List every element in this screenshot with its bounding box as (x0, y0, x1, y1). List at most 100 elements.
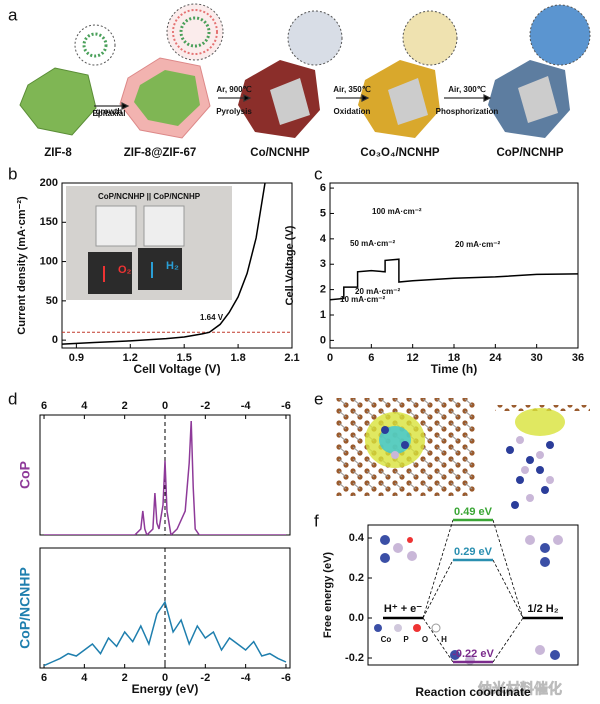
atom-legend-label: Co (381, 635, 392, 644)
x-axis-label: Time (h) (431, 362, 477, 376)
step-label: Pyrolysis (216, 107, 252, 116)
data-line (62, 183, 266, 345)
connector (492, 617, 524, 663)
panel-label: b (8, 164, 17, 183)
value-label: 0.29 eV (454, 546, 493, 558)
scheme-art (19, 3, 591, 139)
annotation: 1.64 V (200, 313, 224, 322)
panel-label: a (8, 5, 18, 24)
atom-legend-label: H (441, 635, 447, 644)
step-label: Epitaxial (93, 109, 126, 118)
state-label: 1/2 H₂ (527, 603, 558, 615)
y-tick-label: 1 (320, 309, 326, 321)
step-label: Ar, 900℃ (216, 85, 251, 94)
x-tick-label: 6 (41, 672, 47, 684)
x-tick-label: 12 (407, 352, 419, 364)
x-tick-label: 1.2 (123, 352, 138, 364)
y-tick-label: 0.0 (349, 612, 364, 624)
plot-frame (61, 182, 293, 349)
connector (492, 559, 524, 619)
inset-label: H₂ (166, 260, 179, 272)
data-line (330, 258, 578, 301)
panel-label: e (314, 389, 323, 408)
x-tick-label: 6 (368, 352, 374, 364)
atom-legend-label: P (403, 635, 409, 644)
x-tick-label: -4 (241, 672, 252, 684)
x-tick-label: 2 (122, 400, 128, 412)
x-axis-label: Cell Voltage (V) (133, 362, 220, 376)
connector (422, 559, 454, 619)
material-label: Co₃O₄/NCNHP (360, 147, 439, 159)
y-tick-label: 200 (40, 177, 58, 189)
x-tick-label: -2 (200, 400, 210, 412)
y-tick-label: 4 (320, 233, 327, 245)
x-tick-label: 1.8 (230, 352, 245, 364)
structure-images (335, 398, 590, 509)
y-axis-label: CoP (17, 461, 33, 489)
x-tick-label: -6 (281, 672, 291, 684)
x-tick-label: 4 (81, 400, 88, 412)
y-tick-label: 0.4 (349, 532, 365, 544)
connector (422, 519, 454, 619)
material-label: ZIF-8 (44, 147, 72, 159)
y-tick-label: 5 (320, 207, 326, 219)
x-axis-label: Reaction coordinate (415, 685, 531, 699)
step-label: Phosphorization (436, 107, 499, 116)
y-tick-label: 0.2 (349, 572, 364, 584)
x-tick-label: -4 (241, 400, 252, 412)
plot-frame (329, 182, 579, 349)
x-tick-label: 6 (41, 400, 47, 412)
data-line (44, 420, 286, 535)
x-axis-label: Energy (eV) (132, 682, 199, 696)
inset-title: CoP/NCNHP || CoP/NCNHP (98, 192, 201, 201)
step-label: Air, 300℃ (448, 85, 485, 94)
annotation: 100 mA·cm⁻² (372, 207, 422, 216)
y-tick-label: 0 (52, 334, 58, 346)
panel-label: c (314, 164, 323, 183)
inset-label: O₂ (118, 264, 132, 276)
y-tick-label: -0.2 (345, 652, 364, 664)
x-tick-label: 0 (327, 352, 333, 364)
y-tick-label: 100 (40, 255, 58, 267)
x-tick-label: 0 (162, 400, 168, 412)
annotation: 10 mA·cm⁻² (340, 295, 385, 304)
step-label: Air, 350℃ (333, 85, 370, 94)
x-tick-label: 4 (81, 672, 88, 684)
atom-legend-label: O (422, 635, 428, 644)
y-axis-label: Free energy (eV) (322, 552, 334, 639)
annotation: 20 mA·cm⁻² (355, 287, 400, 296)
connector (492, 519, 524, 619)
x-tick-label: 0.9 (69, 352, 84, 364)
annotation: 20 mA·cm⁻² (455, 240, 500, 249)
plot-frame (367, 524, 579, 666)
value-label: 0.49 eV (454, 506, 493, 518)
watermark: 纳米材料催化 (478, 681, 562, 697)
data-line (43, 600, 287, 667)
y-tick-label: 6 (320, 182, 326, 194)
panel-label: f (314, 511, 319, 530)
step-label: Oxidation (334, 107, 371, 116)
connector (422, 617, 454, 663)
annotation: 50 mA·cm⁻² (350, 239, 395, 248)
y-axis-label: Current density (mA·cm⁻²) (16, 196, 28, 335)
x-tick-label: 36 (572, 352, 584, 364)
y-tick-label: 0 (320, 334, 326, 346)
step-label: growth (96, 107, 123, 116)
material-label: CoP/NCNHP (496, 147, 563, 159)
panel-label: d (8, 389, 17, 408)
y-tick-label: 3 (320, 258, 326, 270)
x-tick-label: -6 (281, 400, 291, 412)
x-tick-label: 2.1 (284, 352, 299, 364)
adsorption-structures (374, 535, 563, 665)
x-tick-label: 2 (122, 672, 128, 684)
x-tick-label: 0 (162, 672, 168, 684)
y-tick-label: 50 (46, 295, 58, 307)
x-tick-label: 24 (489, 352, 502, 364)
x-tick-label: 30 (531, 352, 543, 364)
y-tick-label: 150 (40, 216, 58, 228)
y-axis-label: CoP/NCNHP (17, 567, 33, 649)
x-tick-label: -2 (200, 672, 210, 684)
material-label: ZIF-8@ZIF-67 (124, 147, 197, 159)
value-label: -0.22 eV (452, 648, 494, 660)
